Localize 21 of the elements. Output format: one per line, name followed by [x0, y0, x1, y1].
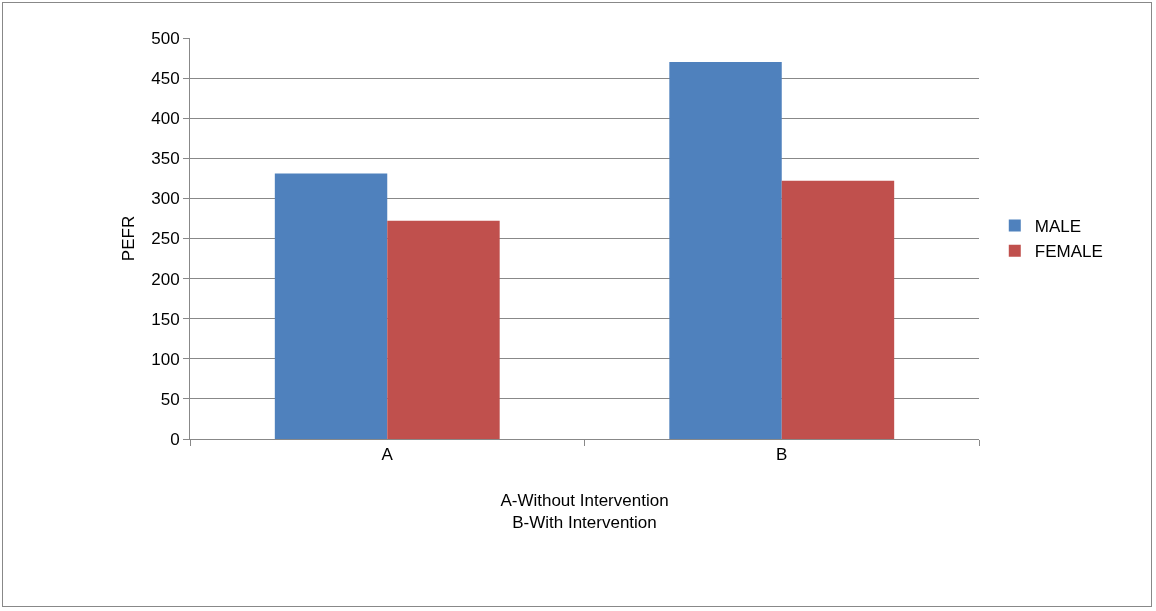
y-tick-label: 150	[151, 309, 180, 329]
y-tick-label: 400	[151, 109, 180, 129]
y-tick-label: 250	[151, 229, 180, 249]
y-tick-label: 200	[151, 269, 180, 289]
x-tick-label: B	[776, 445, 788, 465]
legend-label: MALE	[1034, 217, 1082, 237]
bar	[387, 220, 500, 439]
bar	[669, 62, 782, 439]
bar	[781, 180, 895, 439]
y-tick-label: 500	[151, 28, 180, 48]
y-tick-label: 0	[170, 429, 180, 449]
y-tick-label: 450	[151, 69, 180, 89]
y-tick-label: 350	[151, 149, 180, 169]
bar	[274, 173, 388, 439]
x-axis-title: A-Without Intervention B-With Intervention	[500, 490, 669, 532]
legend-label: FEMALE	[1034, 242, 1103, 262]
x-tick-label: A	[381, 445, 394, 465]
y-axis-title: PEFR	[118, 215, 138, 262]
y-tick-label: 300	[151, 189, 180, 209]
y-tick-label: 100	[151, 349, 180, 369]
y-tick-label: 50	[160, 389, 180, 409]
